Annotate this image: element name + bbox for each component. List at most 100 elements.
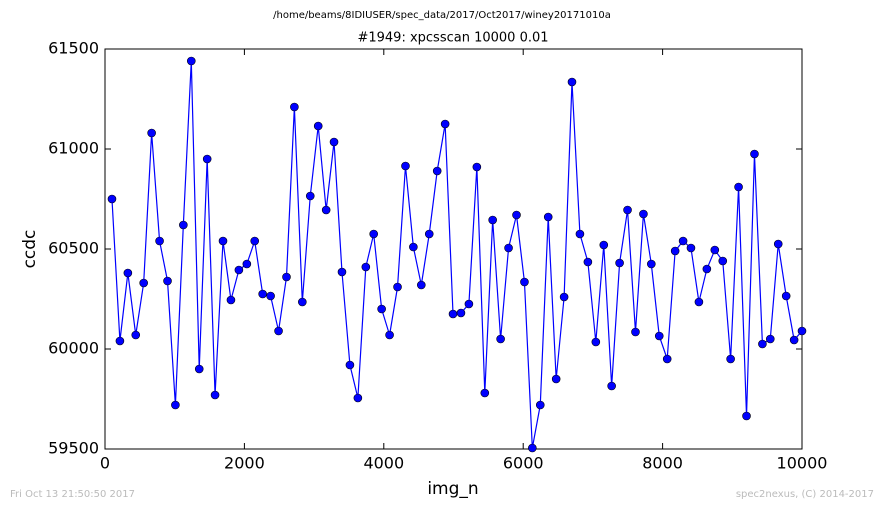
data-point [781, 291, 791, 301]
footer-left: Fri Oct 13 21:50:50 2017 [10, 489, 135, 500]
data-point [123, 268, 133, 278]
data-point [242, 259, 252, 269]
data-point [155, 236, 164, 246]
data-point [202, 154, 212, 164]
data-point [551, 374, 561, 384]
data-point [734, 182, 743, 192]
x-axis-label: img_n [427, 479, 478, 499]
data-point [210, 390, 220, 400]
data-point [543, 212, 553, 222]
x-tick-label: 4000 [363, 454, 404, 473]
data-point [678, 236, 688, 246]
data-point [758, 339, 767, 349]
data-point [789, 335, 799, 345]
data-point [409, 242, 418, 252]
data-point [472, 162, 482, 172]
data-point [670, 246, 680, 256]
data-point [448, 309, 458, 319]
data-point [654, 331, 664, 341]
data-point [702, 264, 712, 274]
data-point [218, 236, 228, 246]
data-point [298, 297, 307, 307]
data-point [401, 161, 410, 171]
data-point [147, 128, 156, 138]
data-point [234, 265, 244, 275]
data-point [583, 257, 593, 267]
y-tick-label: 61000 [48, 139, 99, 158]
data-point [385, 330, 394, 340]
data-point [686, 243, 696, 253]
data-point [520, 277, 529, 287]
data-point [186, 56, 196, 66]
data-point [535, 400, 545, 410]
x-tick-label: 8000 [642, 454, 683, 473]
data-point [416, 280, 426, 290]
y-tick-label: 61500 [48, 39, 99, 58]
data-point [765, 334, 775, 344]
data-point [567, 77, 577, 87]
data-point [797, 326, 807, 336]
data-point [321, 205, 331, 215]
data-point [432, 166, 442, 176]
y-tick-label: 59500 [48, 439, 99, 458]
data-point [329, 137, 339, 147]
data-point [639, 209, 648, 219]
data-point [313, 121, 323, 131]
data-point [615, 258, 624, 268]
data-point [139, 278, 148, 288]
data-point [179, 220, 188, 230]
data-point [353, 393, 363, 403]
data-point [361, 262, 371, 272]
y-tick-label: 60000 [48, 339, 99, 358]
footer-right: spec2nexus, (C) 2014-2017 [736, 489, 874, 500]
x-tick-label: 6000 [503, 454, 544, 473]
data-point [623, 205, 632, 215]
data-point [369, 229, 378, 239]
data-point [345, 360, 355, 370]
data-point [726, 354, 735, 364]
data-point [575, 229, 585, 239]
data-point [258, 289, 267, 299]
x-tick-label: 0 [100, 454, 110, 473]
data-point [424, 229, 434, 239]
data-point [607, 381, 616, 391]
data-point [131, 330, 141, 340]
data-point [266, 291, 275, 301]
data-point [440, 119, 450, 129]
data-point [488, 215, 497, 225]
data-point [305, 191, 315, 201]
data-point [464, 299, 474, 309]
data-point [480, 388, 490, 398]
data-point [107, 194, 117, 204]
data-point [377, 304, 386, 314]
data-point [274, 326, 283, 336]
data-point [694, 297, 704, 307]
data-point [337, 267, 347, 277]
data-point [591, 337, 601, 347]
data-point [282, 272, 291, 282]
data-point [194, 364, 204, 374]
data-point [528, 443, 537, 453]
data-point [496, 334, 505, 344]
data-point [750, 149, 759, 159]
data-point [559, 292, 569, 302]
data-point [718, 256, 728, 266]
x-tick-label: 2000 [224, 454, 265, 473]
data-point [773, 239, 783, 249]
data-point [393, 282, 402, 292]
data-point [742, 411, 751, 421]
data-point [662, 354, 672, 364]
data-point [171, 400, 180, 410]
data-point [290, 102, 299, 112]
x-tick-label: 10000 [777, 454, 828, 473]
data-point [631, 327, 640, 337]
data-point [710, 245, 720, 255]
data-point [647, 259, 656, 269]
suptitle: /home/beams/8IDIUSER/spec_data/2017/Oct2… [273, 10, 611, 21]
data-point [226, 295, 236, 305]
data-point [512, 210, 521, 220]
chart-title: #1949: xpcsscan 10000 0.01 [357, 31, 548, 46]
data-point [456, 308, 466, 318]
y-axis-label: ccdc [20, 230, 40, 269]
